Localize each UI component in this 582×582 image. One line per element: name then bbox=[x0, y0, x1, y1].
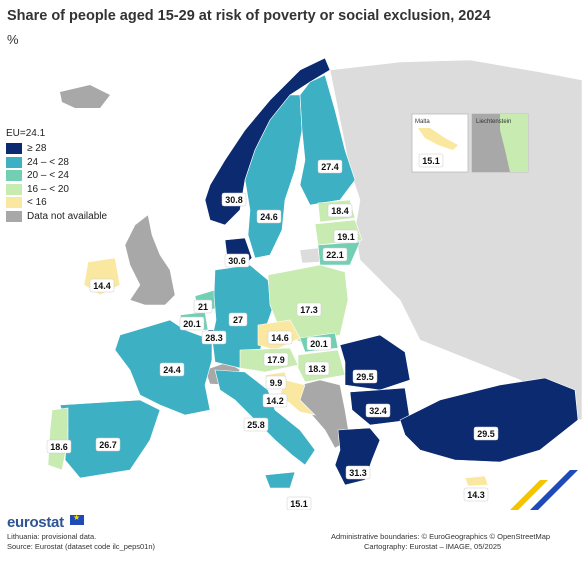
legend-swatch bbox=[6, 197, 22, 208]
svg-text:27.4: 27.4 bbox=[321, 162, 339, 172]
svg-text:17.3: 17.3 bbox=[300, 305, 318, 315]
label-romania: 29.5 bbox=[352, 369, 378, 384]
legend-item: < 16 bbox=[6, 196, 107, 209]
svg-text:29.5: 29.5 bbox=[356, 372, 374, 382]
svg-text:18.6: 18.6 bbox=[50, 442, 68, 452]
label-austria: 17.9 bbox=[263, 352, 289, 367]
eu-flag-icon bbox=[70, 513, 84, 525]
svg-text:25.8: 25.8 bbox=[247, 420, 265, 430]
label-poland: 17.3 bbox=[296, 302, 322, 317]
label-greece: 31.3 bbox=[345, 465, 371, 480]
inset-liechtenstein-title: Liechtenstein bbox=[476, 119, 511, 125]
label-croatia: 14.2 bbox=[262, 393, 288, 408]
legend-swatch bbox=[6, 143, 22, 154]
iceland bbox=[60, 85, 110, 108]
region-sicily[interactable] bbox=[264, 471, 296, 489]
label-germany: 27 bbox=[228, 312, 248, 327]
label-cyprus: 14.3 bbox=[463, 487, 489, 502]
legend-swatch bbox=[6, 156, 22, 168]
inset-malta-shape bbox=[418, 128, 458, 150]
brand-stripe-icon bbox=[530, 470, 578, 510]
uk-gb bbox=[124, 214, 176, 306]
label-france: 24.4 bbox=[159, 362, 185, 377]
svg-text:21: 21 bbox=[198, 302, 208, 312]
svg-text:24.6: 24.6 bbox=[260, 212, 278, 222]
svg-text:14.4: 14.4 bbox=[93, 281, 111, 291]
inset-liechtenstein-shape bbox=[500, 114, 528, 172]
inset-malta-value: 15.1 bbox=[422, 156, 440, 166]
svg-text:17.9: 17.9 bbox=[267, 355, 285, 365]
legend-item: 20 – < 24 bbox=[6, 169, 107, 182]
svg-text:26.7: 26.7 bbox=[99, 440, 117, 450]
label-netherlands: 21 bbox=[193, 299, 213, 314]
admin-boundaries-text: Administrative boundaries: © EuroGeograp… bbox=[331, 532, 551, 541]
label-czechia: 14.6 bbox=[267, 330, 293, 345]
legend-item: 24 – < 28 bbox=[6, 156, 107, 169]
region-cyprus[interactable] bbox=[464, 475, 489, 487]
label-estonia: 18.4 bbox=[327, 203, 353, 218]
legend-item: 16 – < 20 bbox=[6, 183, 107, 196]
source-text: Source: Eurostat (dataset code ilc_peps0… bbox=[7, 542, 156, 551]
label-lithuania: 22.1 bbox=[322, 247, 348, 262]
svg-text:22.1: 22.1 bbox=[326, 250, 344, 260]
label-spain: 26.7 bbox=[95, 437, 121, 452]
svg-text:20.1: 20.1 bbox=[183, 319, 201, 329]
svg-text:30.8: 30.8 bbox=[225, 195, 243, 205]
footnote: Lithuania: provisional data. bbox=[7, 532, 97, 541]
svg-text:14.3: 14.3 bbox=[467, 490, 485, 500]
legend-item: ≥ 28 bbox=[6, 142, 107, 155]
svg-text:28.3: 28.3 bbox=[205, 333, 223, 343]
inset-malta-title: Malta bbox=[415, 119, 430, 125]
label-ireland: 14.4 bbox=[89, 278, 115, 293]
legend-item: Data not available bbox=[6, 210, 107, 223]
svg-text:20.1: 20.1 bbox=[310, 339, 328, 349]
label-luxembourg: 28.3 bbox=[201, 330, 227, 345]
label-turkey: 29.5 bbox=[473, 426, 499, 441]
label-finland: 27.4 bbox=[317, 159, 343, 174]
legend-swatch bbox=[6, 183, 22, 195]
svg-text:14.6: 14.6 bbox=[271, 333, 289, 343]
unit-label: % bbox=[7, 32, 19, 47]
label-sweden: 24.6 bbox=[256, 209, 282, 224]
svg-text:30.6: 30.6 bbox=[228, 256, 246, 266]
label-portugal: 18.6 bbox=[46, 439, 72, 454]
map-title: Share of people aged 15-29 at risk of po… bbox=[7, 8, 491, 24]
legend-swatch bbox=[6, 210, 22, 222]
svg-text:18.3: 18.3 bbox=[308, 364, 326, 374]
eurostat-logo: eurostat bbox=[7, 514, 64, 531]
region-portugal[interactable] bbox=[47, 407, 69, 471]
label-italy: 25.8 bbox=[243, 417, 269, 432]
label-hungary: 18.3 bbox=[304, 361, 330, 376]
svg-text:14.2: 14.2 bbox=[266, 396, 284, 406]
cartography-text: Cartography: Eurostat – IMAGE, 05/2025 bbox=[364, 542, 502, 551]
europe-map: Malta 15.1 Liechtenstein 30.8 24.6 27.4 … bbox=[46, 57, 582, 510]
svg-text:27: 27 bbox=[233, 315, 243, 325]
label-norway: 30.8 bbox=[221, 192, 247, 207]
label-latvia: 19.1 bbox=[333, 229, 359, 244]
svg-text:19.1: 19.1 bbox=[337, 232, 355, 242]
label-denmark: 30.6 bbox=[224, 253, 250, 268]
svg-text:9.9: 9.9 bbox=[270, 378, 283, 388]
legend: EU=24.1 ≥ 28 24 – < 28 20 – < 24 16 – < … bbox=[6, 128, 107, 223]
svg-text:15.1: 15.1 bbox=[290, 499, 308, 509]
label-bulgaria: 32.4 bbox=[365, 403, 391, 418]
label-malta-south: 15.1 bbox=[286, 496, 312, 510]
label-slovenia: 9.9 bbox=[265, 375, 287, 390]
region-turkey[interactable] bbox=[399, 377, 579, 463]
russia-kaliningrad bbox=[299, 247, 321, 264]
region-italy[interactable] bbox=[214, 369, 316, 466]
svg-text:18.4: 18.4 bbox=[331, 206, 349, 216]
svg-text:31.3: 31.3 bbox=[349, 468, 367, 478]
brand-stripe-icon bbox=[510, 480, 548, 510]
legend-swatch bbox=[6, 170, 22, 181]
label-belgium: 20.1 bbox=[179, 316, 205, 331]
svg-text:32.4: 32.4 bbox=[369, 406, 387, 416]
legend-title: EU=24.1 bbox=[6, 128, 46, 139]
label-slovakia: 20.1 bbox=[306, 336, 332, 351]
svg-text:24.4: 24.4 bbox=[163, 365, 181, 375]
svg-text:29.5: 29.5 bbox=[477, 429, 495, 439]
